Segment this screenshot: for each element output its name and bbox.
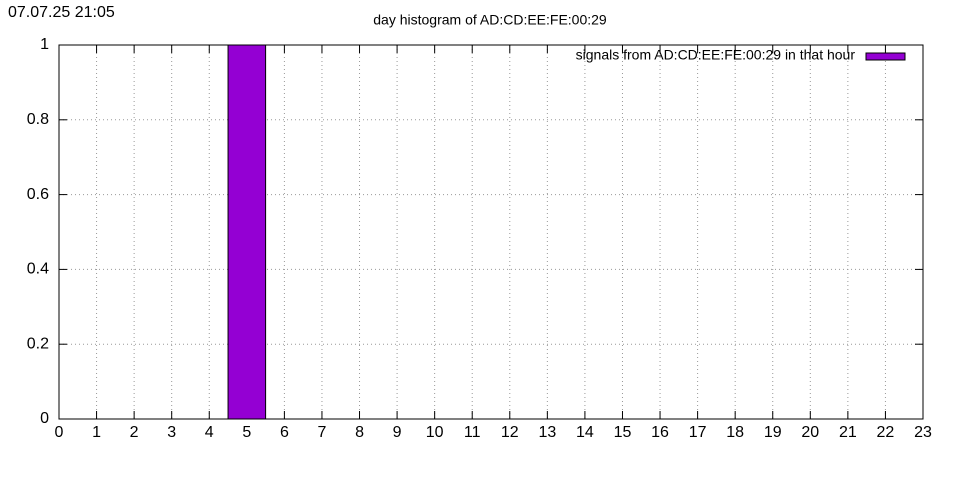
x-tick-label: 23	[914, 424, 932, 441]
x-tick-label: 12	[501, 424, 519, 441]
timestamp: 07.07.25 21:05	[8, 4, 115, 21]
x-tick-label: 20	[801, 424, 819, 441]
x-tick-label: 9	[393, 424, 402, 441]
chart-title: day histogram of AD:CD:EE:FE:00:29	[373, 12, 607, 28]
x-tick-label: 16	[651, 424, 669, 441]
y-tick-label: 0	[40, 410, 49, 427]
x-tick-label: 11	[464, 424, 481, 441]
bar	[227, 44, 267, 420]
legend-swatch	[865, 52, 906, 61]
legend-label: signals from AD:CD:EE:FE:00:29 in that h…	[576, 47, 856, 63]
y-tick-label: 0.4	[27, 261, 49, 278]
x-tick-label: 6	[280, 424, 289, 441]
x-tick-label: 18	[726, 424, 744, 441]
x-tick-label: 3	[167, 424, 176, 441]
x-tick-label: 0	[55, 424, 64, 441]
x-tick-label: 1	[92, 424, 101, 441]
x-tick-label: 2	[130, 424, 139, 441]
x-tick-label: 19	[764, 424, 782, 441]
y-tick-label: 0.2	[27, 335, 49, 352]
x-tick-label: 4	[205, 424, 214, 441]
x-tick-label: 7	[318, 424, 327, 441]
x-tick-label: 10	[426, 424, 444, 441]
y-tick-label: 0.6	[27, 186, 49, 203]
plot-frame	[58, 44, 924, 420]
y-tick-label: 1	[40, 36, 49, 53]
x-tick-label: 8	[355, 424, 364, 441]
x-tick-label: 21	[839, 424, 857, 441]
x-tick-label: 22	[877, 424, 895, 441]
x-tick-label: 14	[576, 424, 594, 441]
y-tick-label: 0.8	[27, 111, 49, 128]
x-tick-label: 15	[614, 424, 632, 441]
x-tick-label: 17	[689, 424, 707, 441]
x-tick-label: 5	[242, 424, 251, 441]
x-tick-label: 13	[538, 424, 556, 441]
